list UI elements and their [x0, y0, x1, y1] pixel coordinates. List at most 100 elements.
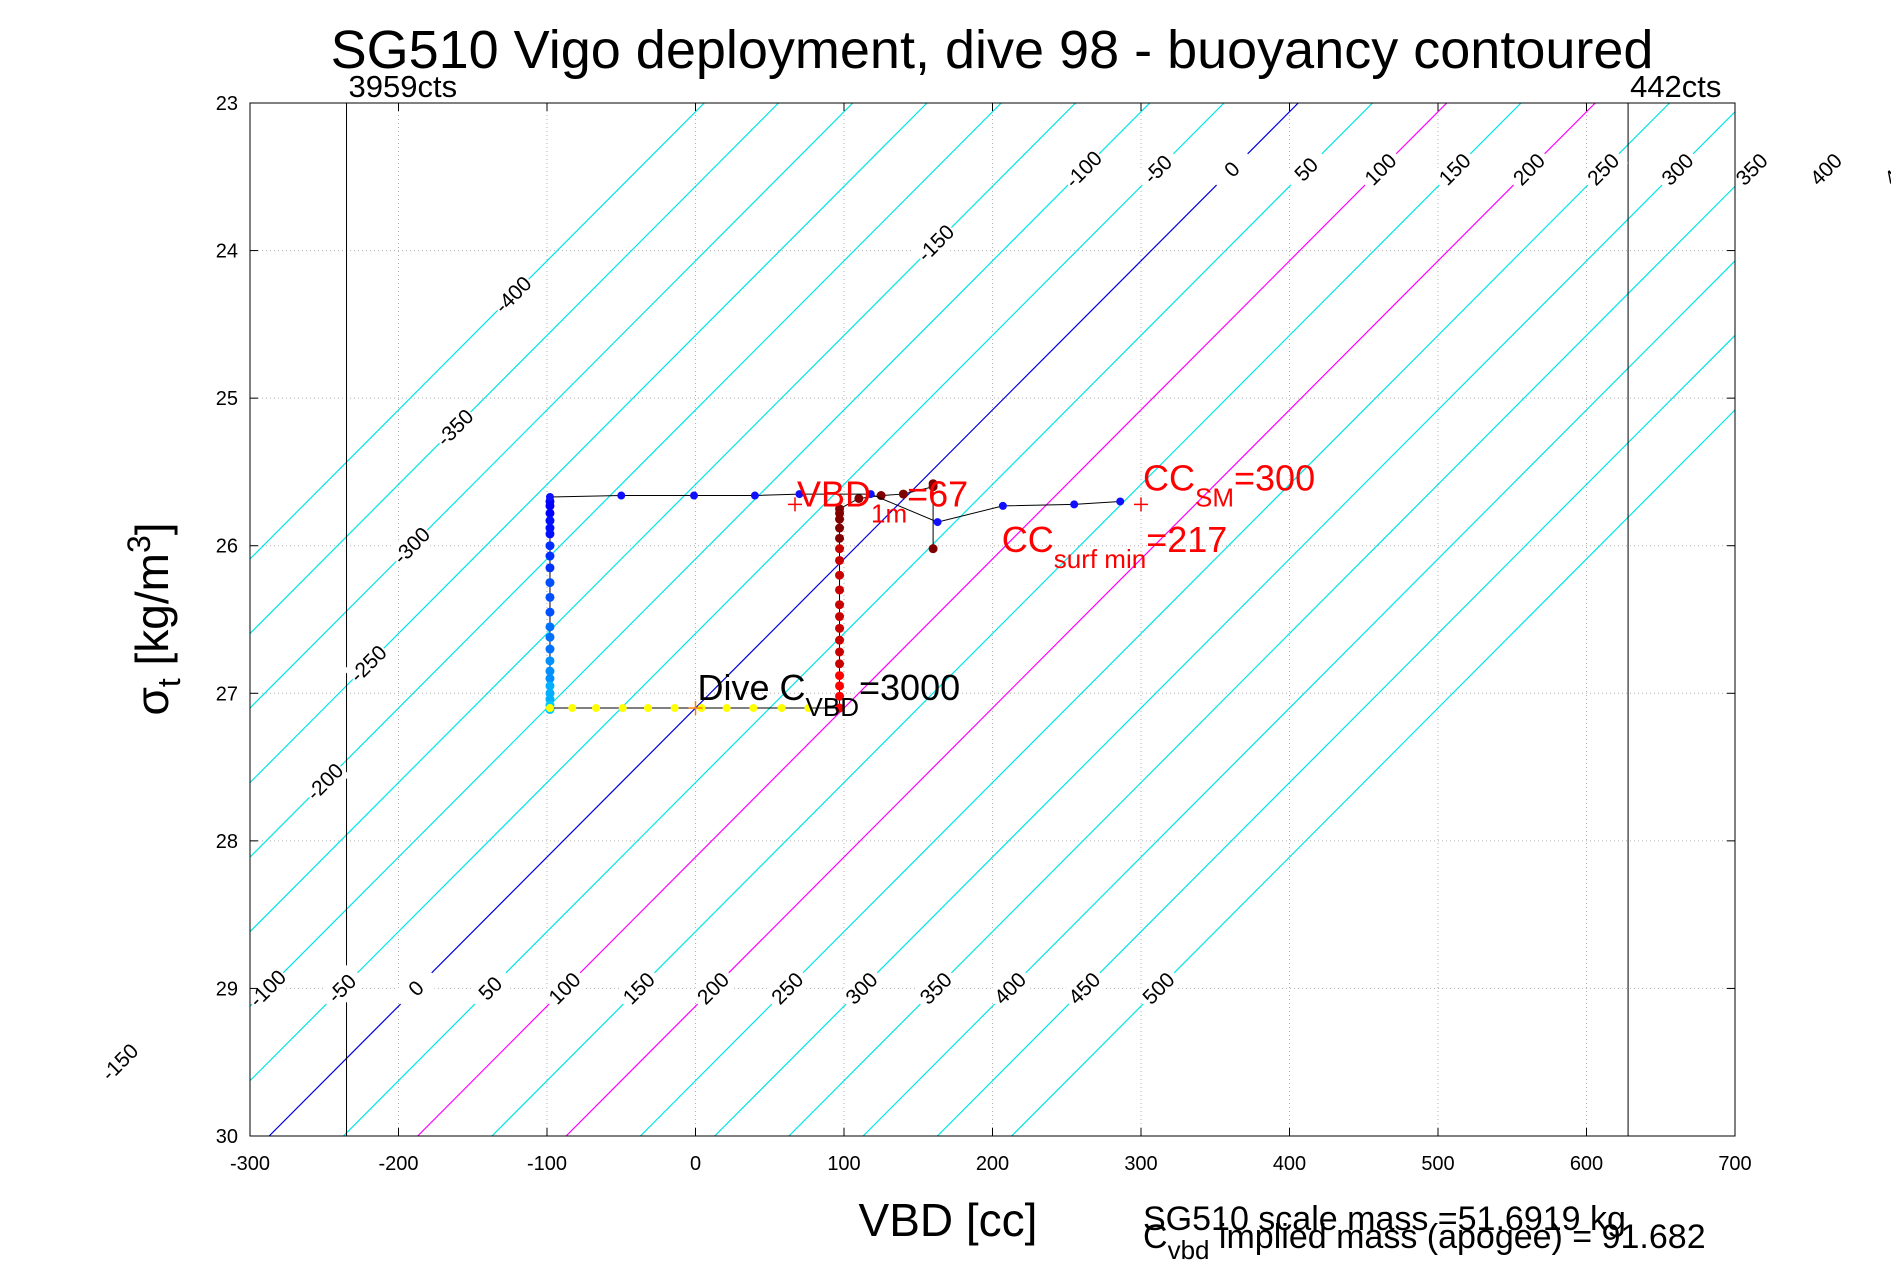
y-axis-label-sub: t — [151, 678, 187, 687]
data-point-dive — [545, 563, 555, 573]
marker-label-main: CC — [1002, 519, 1054, 560]
footer-implied-mass-tail: implied mass (apogee) = 91.682 — [1209, 1218, 1705, 1256]
data-point-dive — [545, 508, 555, 518]
series-line-surface — [549, 493, 1121, 523]
contour-label-bg — [688, 963, 738, 1014]
contour-label-bg — [1133, 963, 1184, 1014]
marker-label-sub: 1m — [871, 498, 907, 528]
contour-label-bg — [300, 757, 350, 807]
contour-line — [250, 103, 1076, 933]
data-point-dive — [545, 674, 555, 684]
contour-label-bg — [762, 963, 813, 1014]
data-point-climb — [835, 533, 845, 543]
contour-label-top: 450 — [1880, 149, 1891, 190]
marker-label: Dive CVBD=3000 — [698, 667, 961, 722]
marker-label-main: Dive C — [698, 667, 806, 708]
footer-implied-mass-sub: vbd — [1168, 1235, 1210, 1262]
data-point-surface — [933, 518, 942, 527]
x-tick-label: -300 — [230, 1153, 270, 1175]
data-point-dive — [545, 551, 555, 561]
x-tick-label: 200 — [976, 1153, 1009, 1175]
contour-label-bg — [430, 402, 480, 453]
contour-line — [862, 260, 1735, 1136]
data-point-apogee — [592, 704, 601, 713]
x-tick-label: 700 — [1718, 1153, 1751, 1175]
contour-label-bg — [1059, 963, 1110, 1014]
axis-ticks: -300 -200 -100 0 100 200 300 400 500 600 700 23 24 25… — [216, 93, 1752, 1175]
x-tick-label: -200 — [378, 1153, 418, 1175]
data-point-apogee — [618, 704, 627, 713]
y-tick-label: 24 — [216, 241, 238, 263]
marker-label: CCSM=300 — [1143, 457, 1315, 512]
marker-label-tail: =3000 — [859, 667, 960, 708]
y-tick-label: 28 — [216, 831, 238, 853]
data-point-climb — [835, 671, 845, 681]
contour-line — [714, 110, 1735, 1136]
contour-label-bg — [1875, 144, 1891, 195]
contour-line — [250, 103, 928, 784]
data-point-apogee — [749, 704, 758, 713]
contour-label-bg — [343, 639, 394, 689]
data-point-climb — [835, 681, 845, 691]
marker-label-tail: =300 — [1234, 457, 1315, 498]
contour-label-bg — [1281, 144, 1332, 195]
data-point-climb — [854, 493, 864, 503]
y-axis-label: σt [kg/m3] — [121, 522, 187, 715]
contour-line — [788, 185, 1735, 1136]
contour-label-bg — [95, 1037, 145, 1087]
contour-line — [565, 103, 1596, 1136]
data-point-climb — [835, 585, 845, 595]
marker-label: VBD1m=67 — [797, 473, 968, 528]
data-point-dive — [545, 501, 555, 511]
data-point-surface — [750, 491, 759, 500]
contour-label-bg — [488, 270, 538, 320]
x-tick-label: 500 — [1421, 1153, 1454, 1175]
data-point-apogee — [804, 704, 813, 713]
y-tick-label: 23 — [216, 93, 238, 115]
data-point-dive — [545, 592, 555, 602]
data-point-climb — [928, 479, 938, 489]
contour-label-bg — [1355, 144, 1406, 195]
contour-label-bg — [1207, 144, 1257, 195]
x-tick-label: 400 — [1273, 1153, 1306, 1175]
footer-scale-mass: SG510 scale mass =51.6919 kg — [1143, 1200, 1626, 1238]
footer-implied-mass-main: C — [1143, 1218, 1168, 1256]
marker-label-sub: surf min — [1054, 544, 1146, 574]
data-point-dive — [545, 681, 555, 691]
x-tick-label: 0 — [690, 1153, 701, 1175]
data-point-surface — [1116, 497, 1125, 506]
contour-label-bg — [317, 963, 367, 1014]
buoyancy-contours — [250, 103, 1735, 1136]
marker-label-main: VBD — [797, 473, 871, 514]
data-point-dive — [545, 666, 555, 676]
contour-line — [491, 103, 1522, 1136]
contour-label-bg — [1652, 144, 1703, 195]
data-point-apogee — [643, 704, 652, 713]
data-point-climb — [835, 647, 845, 657]
footer-implied-mass: Cvbd implied mass (apogee) = 91.682 — [1143, 1218, 1706, 1262]
contour-line — [417, 103, 1448, 1136]
marker-label-sub: SM — [1195, 482, 1234, 512]
data-point-climb — [835, 703, 845, 713]
marker-label-main: CC — [1143, 457, 1195, 498]
data-point-climb — [835, 600, 845, 610]
contour-line — [342, 103, 1373, 1136]
y-tick-label: 29 — [216, 978, 238, 1000]
contour-label-bg — [539, 963, 590, 1014]
contour-label-bg — [1727, 144, 1777, 195]
contour-label-bg — [1430, 144, 1480, 195]
contour-line — [1011, 409, 1735, 1136]
contour-line — [250, 103, 1225, 1082]
contour-line — [250, 103, 705, 560]
contour-label-bg — [1801, 144, 1851, 195]
data-point-apogee — [722, 704, 731, 713]
contour-label-bg — [391, 963, 441, 1014]
contour-label-bg — [386, 520, 437, 571]
y-axis-label-units: [kg/m — [126, 553, 178, 678]
data-point-apogee — [568, 704, 577, 713]
y-tick-label: 30 — [216, 1126, 238, 1148]
data-point-climb — [835, 570, 845, 580]
x-axis-label: VBD [cc] — [859, 1194, 1038, 1246]
